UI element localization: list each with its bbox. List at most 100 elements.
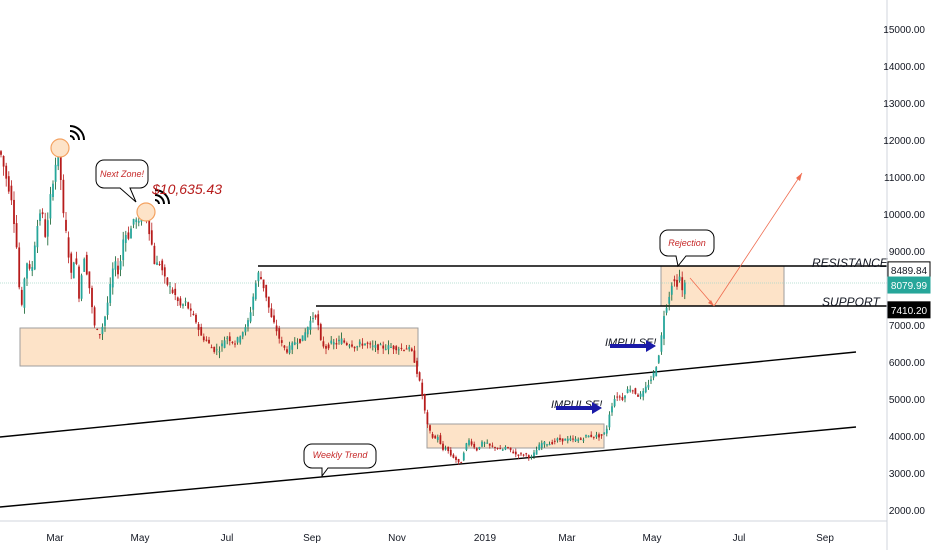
candle-body <box>273 315 275 323</box>
candle-body <box>455 457 457 460</box>
candle-body <box>234 343 236 345</box>
candle-body <box>236 337 239 343</box>
candle-body <box>663 316 665 339</box>
candle-body <box>7 176 10 192</box>
candle-body <box>416 360 418 374</box>
support-label: SUPPORT <box>822 295 881 309</box>
candle-body <box>683 282 686 295</box>
weekly-trend-text: Weekly Trend <box>313 450 369 460</box>
candle-body <box>309 320 312 331</box>
candle-body <box>358 341 361 345</box>
candle-body <box>631 390 634 392</box>
candle-body <box>501 449 504 451</box>
candle-body <box>377 344 379 351</box>
candle-body <box>257 272 260 282</box>
candle-body <box>423 394 426 411</box>
candle-body <box>54 164 57 182</box>
candle-body <box>439 435 442 445</box>
rejection-callout: Rejection <box>659 229 715 268</box>
candle-body <box>561 438 564 442</box>
candle-body <box>618 396 621 398</box>
x-tick-label: Sep <box>303 533 321 544</box>
x-tick-label: Jul <box>733 533 746 544</box>
candles-layer <box>0 149 686 465</box>
candle-body <box>80 275 83 299</box>
candle-body <box>369 343 372 345</box>
candle-body <box>135 219 138 223</box>
candle-body <box>598 434 600 438</box>
candle-body <box>299 338 301 343</box>
candle-body <box>270 308 273 318</box>
candle-body <box>608 414 611 428</box>
candle-body <box>15 223 18 248</box>
candle-body <box>0 151 2 155</box>
candle-body <box>413 350 416 363</box>
candle-body <box>288 345 291 354</box>
candle-body <box>421 382 424 396</box>
candle-body <box>650 379 652 382</box>
candle-body <box>202 336 205 341</box>
candle-body <box>681 277 684 291</box>
candle-body <box>317 314 320 326</box>
candle-body <box>312 317 314 319</box>
candle-body <box>106 302 109 315</box>
candle-body <box>395 346 398 351</box>
candle-body <box>91 287 93 308</box>
candle-body <box>475 448 478 451</box>
candle-body <box>400 347 403 349</box>
candle-body <box>213 346 216 352</box>
candle-body <box>444 448 447 450</box>
candle-body <box>384 348 387 350</box>
candle-body <box>449 449 452 456</box>
projection-up <box>713 172 803 307</box>
candle-body <box>20 289 23 305</box>
price-tag-label: 7410.20 <box>891 306 928 317</box>
candle-body <box>218 351 221 353</box>
x-tick-label: Jul <box>221 533 234 544</box>
top-marker-ring <box>50 138 70 158</box>
candle-body <box>184 301 187 303</box>
candle-body <box>59 153 62 181</box>
candle-body <box>564 438 567 441</box>
candle-body <box>551 442 554 445</box>
candle-body <box>600 434 603 436</box>
candle-body <box>265 284 268 298</box>
candle-body <box>44 219 47 237</box>
candle-body <box>335 343 338 345</box>
candle-body <box>267 296 270 308</box>
candle-body <box>364 343 366 346</box>
candle-body <box>187 302 190 309</box>
candle-body <box>616 396 619 398</box>
candle-body <box>351 344 353 347</box>
candle-body <box>49 194 52 219</box>
candle-body <box>150 230 153 245</box>
candle-body <box>330 340 333 344</box>
candle-body <box>436 436 439 440</box>
candle-body <box>434 435 437 439</box>
price-tag-label: 8489.84 <box>891 266 928 277</box>
candle-body <box>468 440 470 445</box>
candle-body <box>353 346 356 349</box>
upper-trend-line <box>0 351 857 438</box>
candle-body <box>26 263 28 279</box>
candle-body <box>488 443 491 446</box>
candle-body <box>592 436 595 438</box>
candle-body <box>85 254 88 275</box>
candle-body <box>670 285 673 295</box>
x-tick-label: 2019 <box>474 533 497 544</box>
x-axis: Mar May Jul Sep Nov 2019 Mar May Jul Sep <box>0 520 887 544</box>
x-tick-label: Mar <box>46 533 64 544</box>
candle-body <box>473 443 476 448</box>
candle-body <box>228 336 231 342</box>
candle-body <box>577 439 580 441</box>
candle-body <box>585 434 587 437</box>
y-tick-label: 10000.00 <box>883 210 925 221</box>
price-tag-label: 8079.99 <box>891 281 928 292</box>
candle-body <box>507 447 509 449</box>
candle-body <box>520 453 522 455</box>
candle-body <box>387 345 390 350</box>
candle-body <box>652 372 655 378</box>
impulse-arrow-2-icon <box>592 402 602 414</box>
y-tick-label: 14000.00 <box>883 62 925 73</box>
